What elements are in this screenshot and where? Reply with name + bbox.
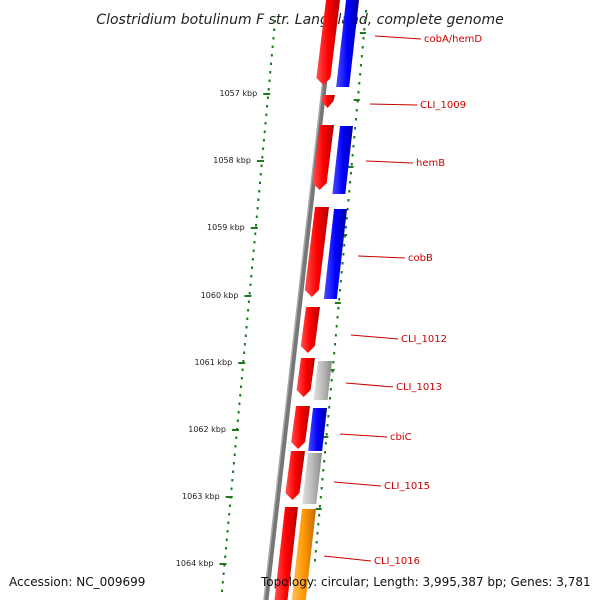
- cds-arrow: [321, 95, 335, 108]
- ruler-label: 1059 kbp: [207, 223, 245, 232]
- genome-summary-text: Topology: circular; Length: 3,995,387 bp…: [260, 575, 591, 589]
- gene-leader-line: [333, 481, 382, 487]
- feature-block-blue: [336, 0, 359, 87]
- ruler-label: 1060 kbp: [201, 291, 239, 300]
- gene-leader-line: [369, 103, 418, 106]
- cds-arrow: [274, 507, 298, 600]
- cds-arrow: [291, 406, 310, 449]
- gene-leader-line: [323, 555, 372, 562]
- gene-leader-line: [345, 382, 394, 388]
- gene-leader-line: [339, 433, 388, 438]
- cds-arrow: [285, 451, 305, 500]
- gene-leader-line: [365, 160, 414, 164]
- gene-label: cobA/hemD: [424, 34, 482, 45]
- gene-label: CLI_1015: [384, 481, 430, 492]
- gene-label: cobB: [408, 253, 433, 264]
- ruler-label: 1058 kbp: [213, 156, 251, 165]
- accession-text: Accession: NC_009699: [9, 575, 145, 589]
- cds-arrow: [300, 307, 320, 353]
- cds-arrow: [316, 0, 340, 85]
- ruler-label: 1061 kbp: [194, 358, 232, 367]
- gene-label: CLI_1016: [374, 556, 420, 567]
- feature-block-orange: [291, 509, 316, 600]
- ruler-label: 1062 kbp: [188, 425, 226, 434]
- gene-label: cbiC: [390, 432, 412, 443]
- cds-arrow: [296, 358, 315, 397]
- inner-dotted-ruler: [219, 20, 276, 592]
- map-title: Clostridium botulinum F str. Langeland, …: [96, 12, 503, 28]
- ruler-label: 1057 kbp: [220, 89, 258, 98]
- gene-label: CLI_1013: [396, 382, 442, 393]
- ruler-label: 1063 kbp: [182, 492, 220, 501]
- gene-leader-line: [374, 35, 422, 40]
- gene-leader-line: [357, 255, 406, 259]
- backbone-line: [263, 0, 337, 600]
- feature-block-blue: [323, 209, 347, 299]
- feature-block-blue: [332, 126, 353, 194]
- feature-block-grey: [313, 361, 332, 400]
- feature-block-blue: [308, 408, 327, 451]
- ruler-label: 1064 kbp: [176, 559, 214, 568]
- gene-label: CLI_1012: [401, 334, 447, 345]
- cds-arrow: [312, 125, 334, 190]
- gene-leader-line: [350, 334, 399, 340]
- gene-label: CLI_1009: [420, 100, 466, 111]
- feature-block-grey: [302, 453, 322, 504]
- gene-label: hemB: [416, 158, 445, 169]
- outer-dotted-ruler: [313, 10, 367, 562]
- cds-arrow: [304, 207, 329, 297]
